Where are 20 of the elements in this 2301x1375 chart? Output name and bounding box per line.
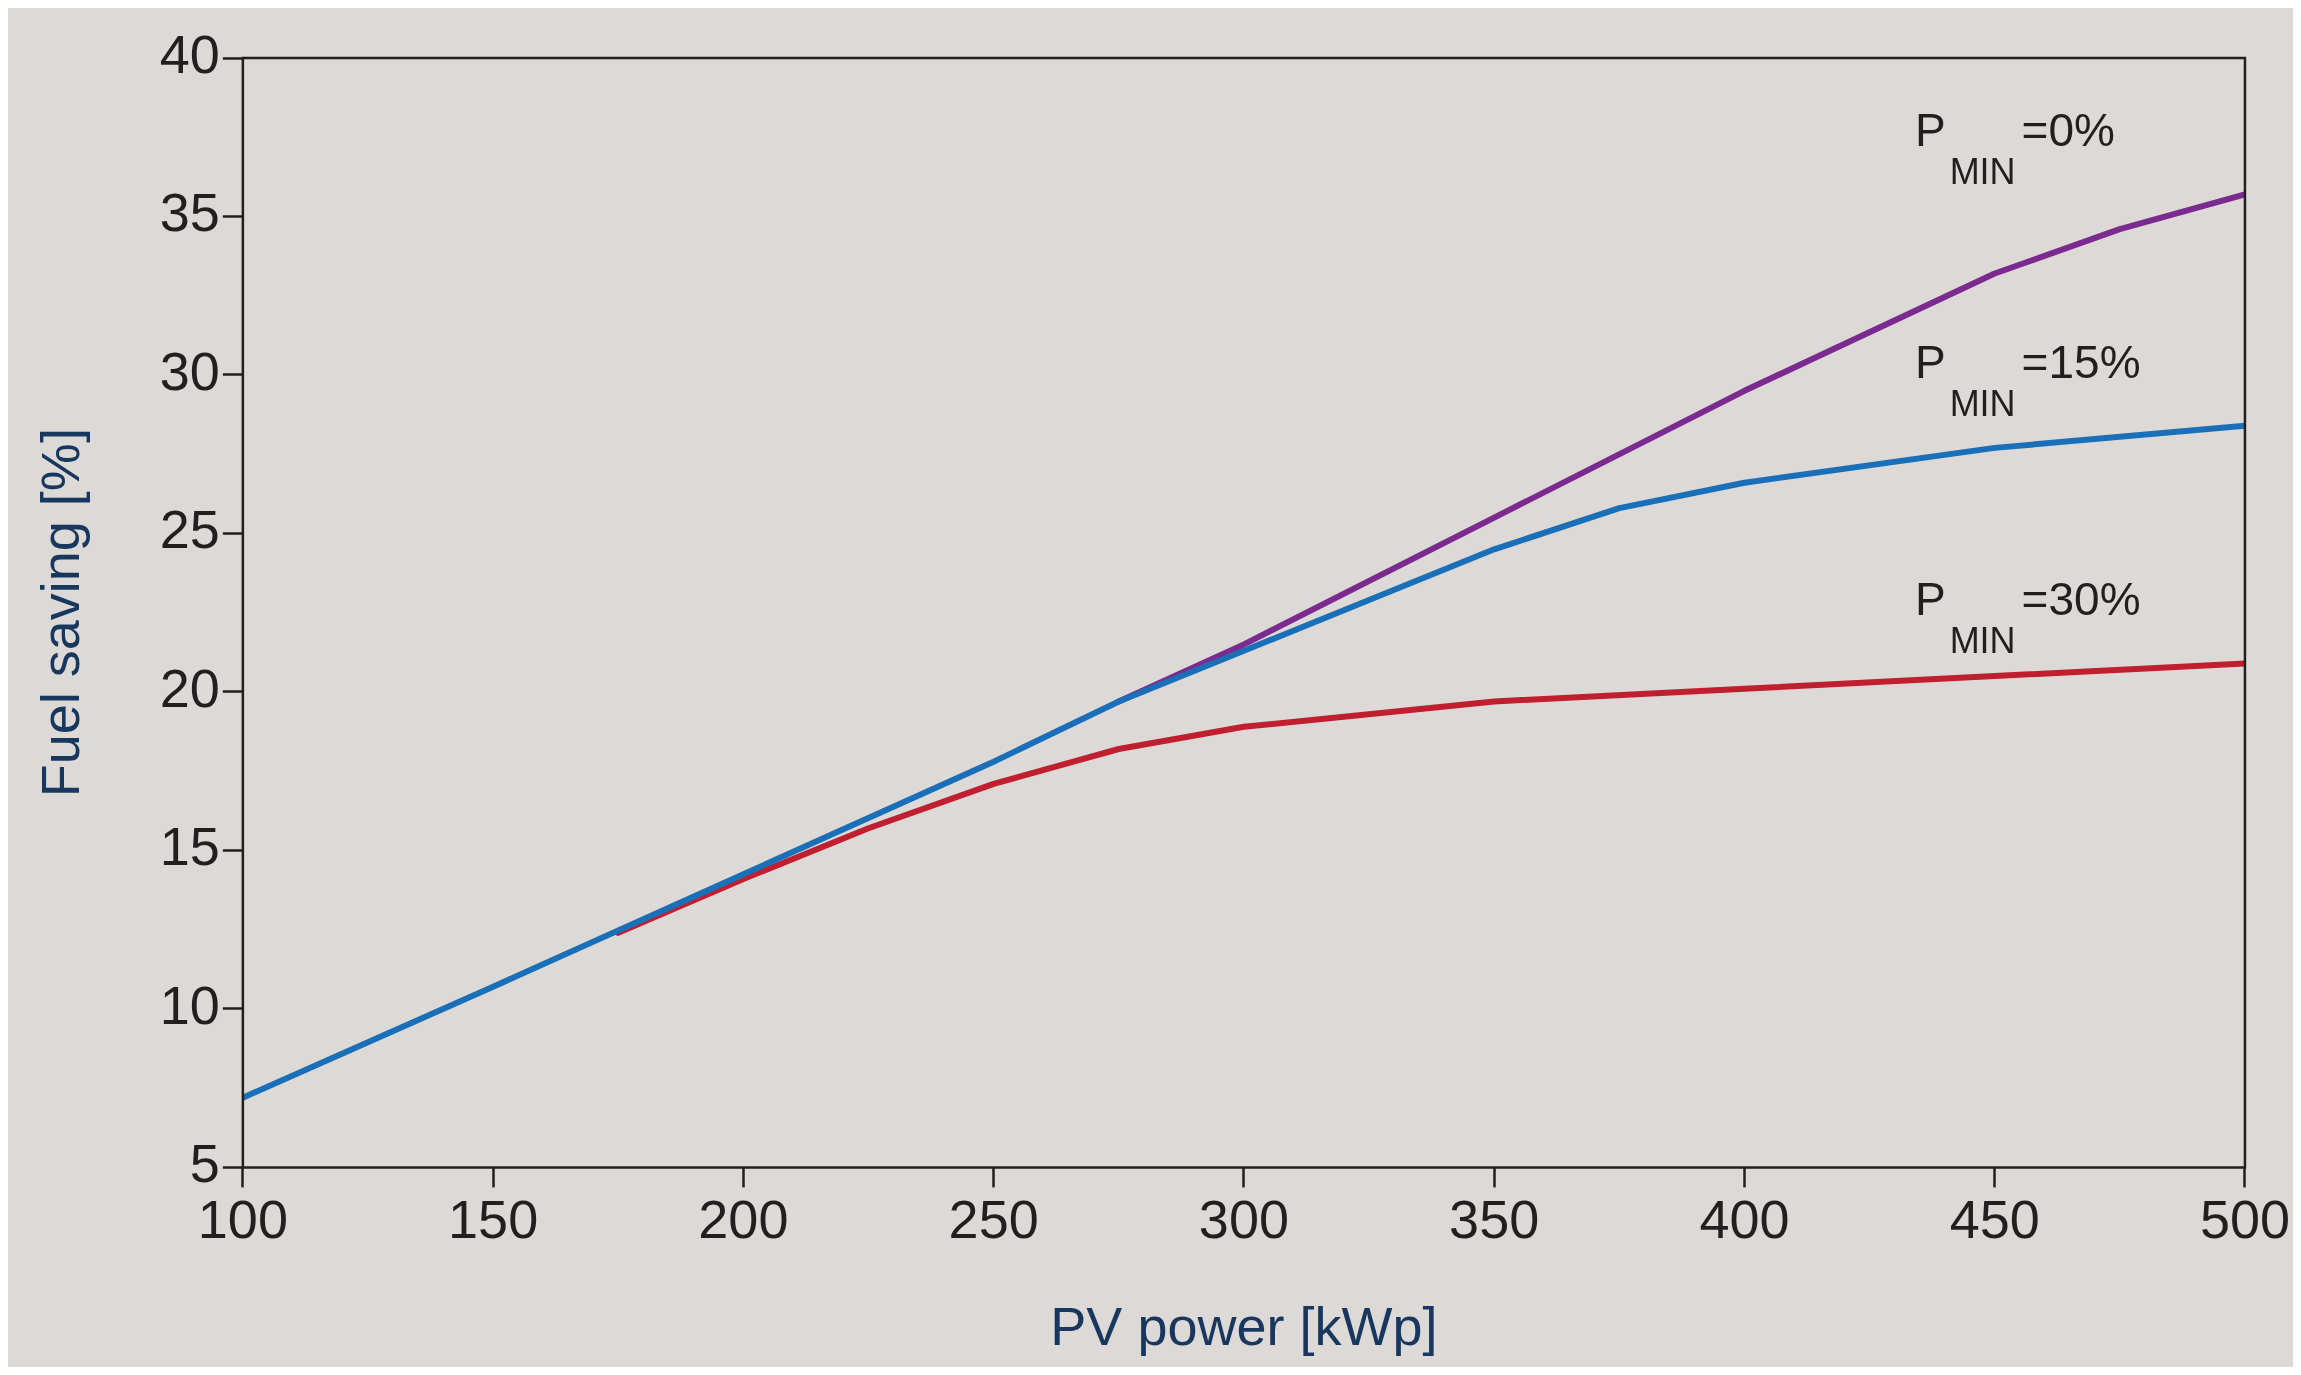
y-tick-label: 25	[159, 499, 220, 560]
y-axis-title: Fuel saving [%]	[30, 428, 91, 798]
y-tick-label: 40	[159, 23, 220, 84]
x-tick-label: 200	[698, 1188, 789, 1249]
y-tick-label: 10	[159, 974, 220, 1035]
x-tick-label: 300	[1198, 1188, 1289, 1249]
y-tick-label: 35	[159, 182, 220, 243]
x-axis-title: PV power [kWp]	[1050, 1296, 1438, 1357]
x-tick-label: 400	[1699, 1188, 1790, 1249]
y-tick-label: 15	[159, 816, 220, 877]
x-tick-label: 500	[2199, 1188, 2291, 1249]
x-tick-label: 350	[1449, 1188, 1540, 1249]
series-label: PMIN=15%	[1914, 335, 2141, 424]
series-label: PMIN=30%	[1914, 573, 2141, 662]
x-tick-label: 250	[948, 1188, 1039, 1249]
x-tick-label: 150	[448, 1188, 539, 1249]
y-tick-label: 20	[159, 657, 220, 718]
x-tick-label: 450	[1949, 1188, 2040, 1249]
series-label: PMIN=0%	[1914, 104, 2115, 193]
y-tick-label: 30	[159, 340, 220, 401]
